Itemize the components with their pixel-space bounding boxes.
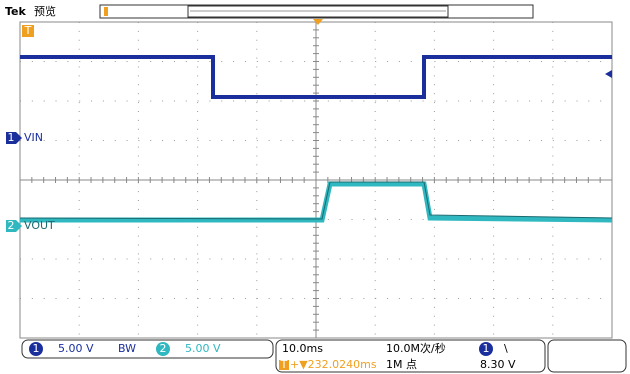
record-view: [187, 5, 449, 18]
sample-rate: 10.0M次/秒: [386, 341, 446, 355]
trigger-marker-label: T: [24, 24, 32, 37]
record-length: 1M 点: [386, 358, 417, 371]
ch1-bandwidth: BW: [118, 342, 136, 355]
ch2-label: VOUT: [24, 219, 55, 232]
trigger-source: 1: [483, 342, 490, 355]
ch2-badge: [156, 342, 170, 356]
ch1-scale: 5.00 V: [58, 342, 94, 355]
trigger-source-badge: [479, 342, 493, 356]
graticule: [19, 21, 613, 339]
ch2-badge-number: 2: [160, 342, 167, 355]
ch2-marker: [6, 220, 22, 232]
ch2-waveform-trace: [19, 181, 613, 220]
trigger-badge-label: T: [280, 358, 288, 371]
brand: Tek: [5, 5, 27, 18]
ch1-number: 1: [8, 131, 15, 144]
ch2-scale: 5.00 V: [185, 342, 221, 355]
ch1-waveform: [20, 55, 612, 99]
trigger-marker: [22, 25, 34, 37]
ch1-marker: [6, 132, 22, 144]
trigger-position-arrow: [313, 19, 323, 25]
ch2-waveform: [20, 181, 613, 223]
trigger-badge: [279, 360, 289, 370]
trigger-level-arrow: [605, 70, 612, 78]
mode: 预览: [34, 4, 56, 18]
vertical-panel: [21, 339, 274, 359]
ch1-badge-number: 1: [33, 342, 40, 355]
horizontal-panel: [275, 339, 546, 373]
trigger-position: +▼232.0240ms: [290, 358, 377, 371]
record-trigger: [104, 7, 108, 16]
time-scale: 10.0ms: [282, 342, 323, 355]
status-panel: [547, 339, 627, 373]
ch1-badge: [29, 342, 43, 356]
ch2-number: 2: [8, 219, 15, 232]
trigger-level: 8.30 V: [480, 358, 516, 371]
trigger-slope: \: [504, 342, 508, 355]
ch1-label: VIN: [24, 131, 43, 144]
